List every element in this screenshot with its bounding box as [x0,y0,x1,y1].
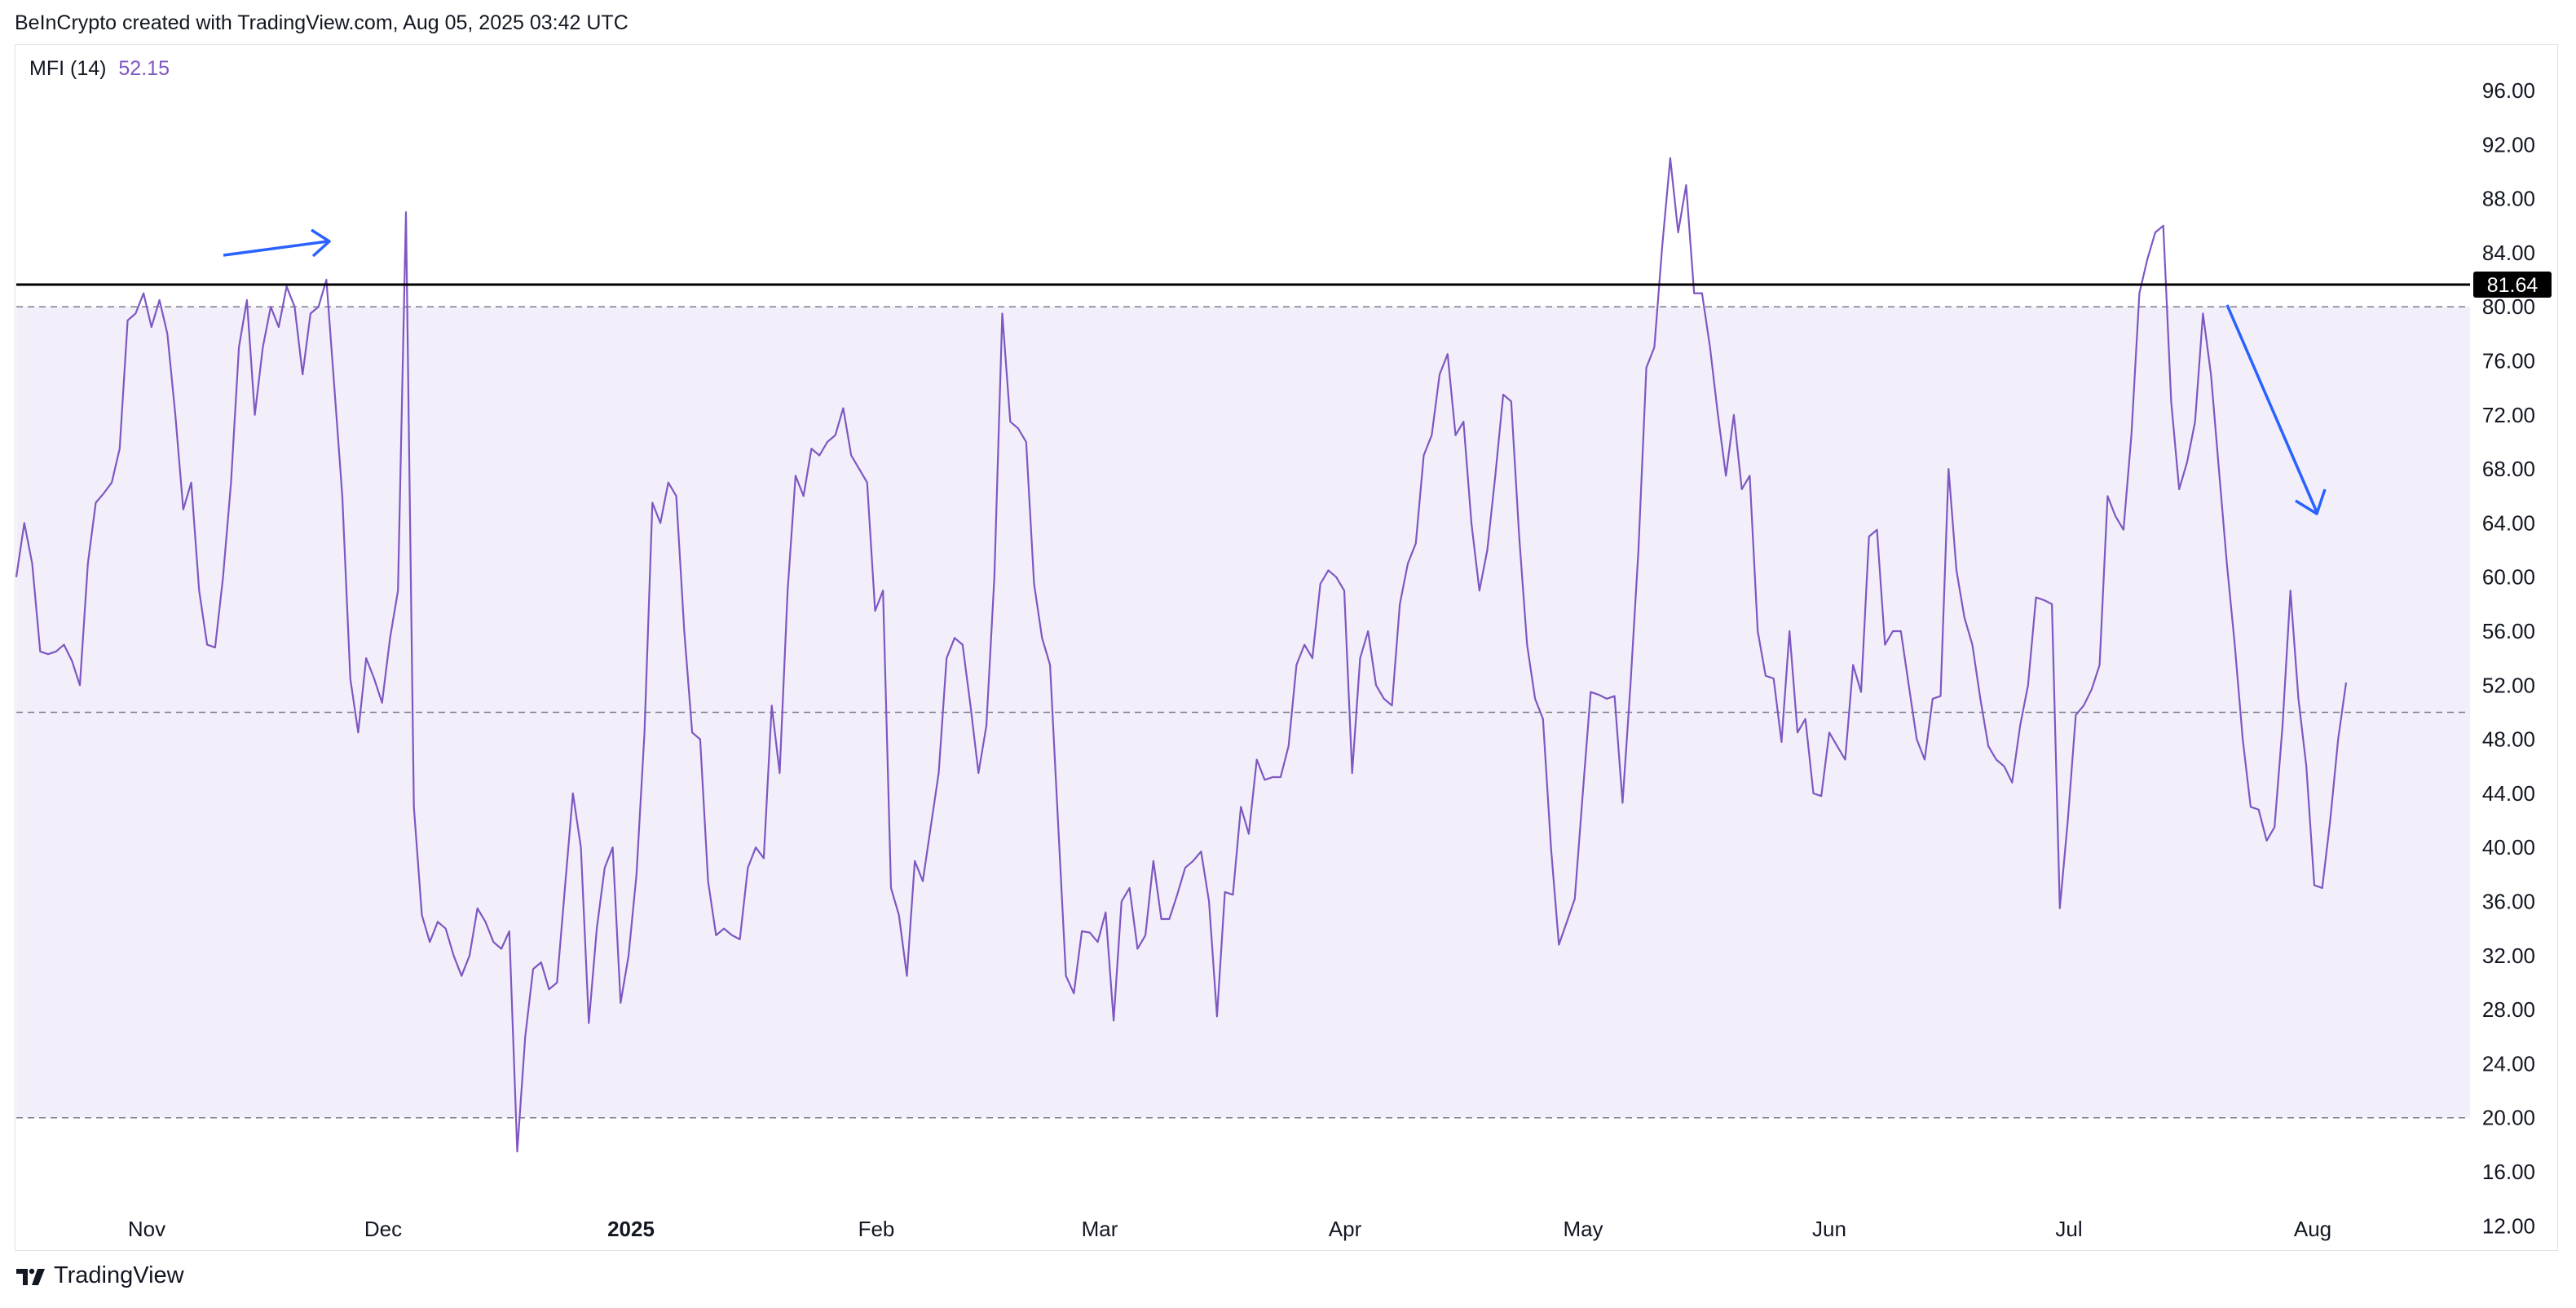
y-tick-label: 36.00 [2482,890,2535,914]
indicator-value: 52.15 [118,57,170,80]
x-tick-label: Aug [2294,1217,2331,1241]
chart-attribution: BeInCrypto created with TradingView.com,… [15,11,629,34]
chart-frame [15,44,2558,1251]
y-tick-label: 64.00 [2482,510,2535,535]
y-tick-label: 40.00 [2482,835,2535,859]
x-tick-label: Jul [2055,1217,2082,1241]
y-tick-label: 96.00 [2482,78,2535,103]
y-tick-label: 76.00 [2482,349,2535,373]
x-tick-label: Mar [1082,1217,1118,1241]
arrow-down-shaft [2225,304,2318,513]
y-tick-label: 20.00 [2482,1106,2535,1130]
y-tick-label: 72.00 [2482,403,2535,427]
mfi-line-layer [15,157,2348,1153]
annotation-arrows [223,228,2327,515]
arrow-down-head [2295,488,2327,515]
x-tick-label: May [1563,1217,1603,1241]
level-price-tag [2473,272,2552,298]
y-tick-label: 52.00 [2482,673,2535,697]
x-tick-label: 2025 [607,1217,655,1241]
mfi-series-line [15,157,2348,1153]
tradingview-brand: TradingView [54,1262,184,1288]
arrow-right-head [311,228,331,258]
y-tick-label: 84.00 [2482,241,2535,265]
y-tick-label: 16.00 [2482,1160,2535,1184]
indicator-name: MFI (14) [29,57,107,80]
y-tick-label: 28.00 [2482,997,2535,1022]
level-line-layer: 81.64 [16,272,2552,298]
x-tick-label: Apr [1329,1217,1362,1241]
y-tick-label: 32.00 [2482,943,2535,968]
y-tick-label: 24.00 [2482,1051,2535,1076]
y-axis: 96.00 92.00 88.00 84.00 80.00 76.00 72.00 68.00… [2482,78,2535,1238]
tradingview-logo-icon [16,1268,45,1285]
y-tick-label: 68.00 [2482,457,2535,481]
x-tick-label: Jun [1812,1217,1846,1241]
y-tick-label: 88.00 [2482,187,2535,211]
x-tick-label: Feb [858,1217,895,1241]
x-tick-label: Nov [128,1217,165,1241]
arrow-right-shaft [223,240,329,257]
level-price-label: 81.64 [2487,274,2539,297]
y-tick-label: 12.00 [2482,1213,2535,1238]
y-tick-label: 44.00 [2482,781,2535,806]
tradingview-footer[interactable]: TradingView [15,1262,184,1289]
y-tick-label: 80.00 [2482,294,2535,319]
overbought-oversold-band [16,306,2470,1119]
x-axis: Nov Dec 2025 Feb Mar Apr May Jun Jul Aug [128,1217,2331,1241]
y-tick-label: 60.00 [2482,565,2535,590]
y-tick-label: 56.00 [2482,619,2535,643]
indicator-legend[interactable]: MFI (14) 52.15 [29,57,170,81]
y-tick-label: 92.00 [2482,132,2535,157]
y-tick-label: 48.00 [2482,727,2535,752]
x-tick-label: Dec [364,1217,402,1241]
